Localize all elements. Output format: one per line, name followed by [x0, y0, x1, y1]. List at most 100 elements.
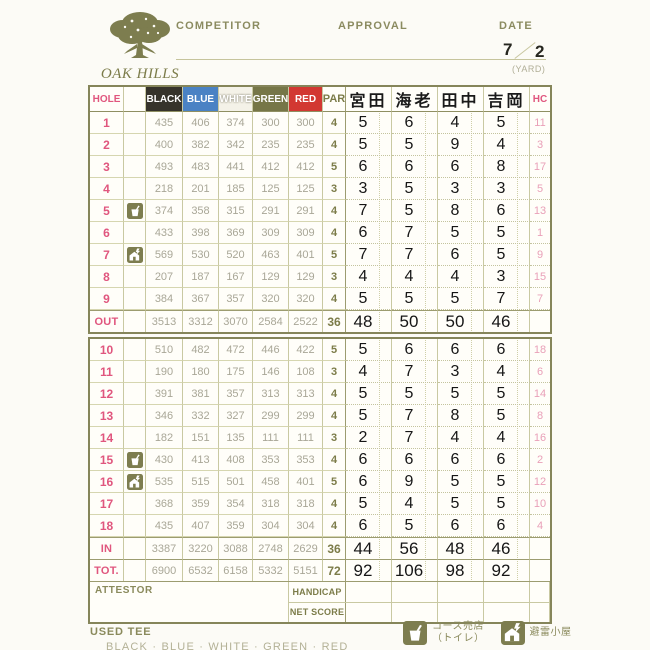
score-value: 7 — [496, 289, 506, 307]
date-day: 2 — [535, 42, 545, 61]
legend-item-shelter: 避雷小屋 — [500, 621, 572, 645]
hole-number: 1 — [90, 112, 124, 134]
score-value: 106 — [394, 560, 424, 580]
score-cell-player3: 4 — [438, 266, 484, 288]
total-label: TOT. — [90, 559, 124, 581]
hole-row-2: 2 400 382 342 235 235 4 5 5 9 4 3 — [90, 134, 550, 156]
net-score-input-cell-player3[interactable] — [438, 602, 484, 622]
signature-line[interactable] — [176, 59, 546, 60]
hole-row-13: 13 346 332 327 299 299 4 5 7 8 5 8 — [90, 405, 550, 427]
yardage-red: 412 — [289, 156, 323, 178]
sub-divider — [517, 179, 518, 198]
yardage-white: 315 — [219, 200, 253, 222]
yardage-green: 2584 — [253, 310, 289, 332]
handicap-stroke-index: 1 — [530, 222, 550, 244]
yardage-blue: 381 — [183, 383, 219, 405]
sub-divider — [471, 312, 472, 331]
score-value: 8 — [450, 201, 460, 219]
hole-row-14: 14 182 151 135 111 111 3 2 7 4 4 16 — [90, 427, 550, 449]
sub-divider — [471, 428, 472, 447]
yardage-green: 446 — [253, 339, 289, 361]
yardage-red: 108 — [289, 361, 323, 383]
net-score-input-cell-player1[interactable] — [346, 602, 392, 622]
tee-header-white: WHITE — [219, 87, 253, 112]
sub-divider — [517, 406, 518, 425]
sub-divider — [425, 135, 426, 154]
hole-row-9: 9 384 367 357 320 320 4 5 5 5 7 7 — [90, 288, 550, 310]
sub-divider — [517, 494, 518, 513]
score-value: 6 — [404, 340, 414, 358]
facility-cell — [124, 361, 146, 383]
yardage-blue: 482 — [183, 339, 219, 361]
score-value: 56 — [399, 538, 419, 558]
hole-number: 10 — [90, 339, 124, 361]
yardage-green: 412 — [253, 156, 289, 178]
facility-cell — [124, 537, 146, 559]
hole-row-6: 6 433 398 369 309 309 4 6 7 5 5 1 — [90, 222, 550, 244]
score-value: 2 — [358, 428, 368, 446]
score-cell-player4: 46 — [484, 310, 530, 332]
score-value: 7 — [404, 223, 414, 241]
yardage-red: 235 — [289, 134, 323, 156]
handicap-stroke-index: 9 — [530, 244, 550, 266]
yardage-white: 342 — [219, 134, 253, 156]
hc-footer-cell — [530, 582, 550, 602]
yardage-blue: 367 — [183, 288, 219, 310]
legend-item-shop: コース売店 （トイレ） — [403, 621, 485, 645]
cup-icon — [124, 449, 146, 471]
handicap-input-cell-player2[interactable] — [392, 582, 438, 602]
yardage-black: 218 — [146, 178, 183, 200]
score-value: 5 — [496, 384, 506, 402]
yardage-red: 320 — [289, 288, 323, 310]
player-name-4: 吉岡 — [484, 87, 530, 112]
hole-number: 15 — [90, 449, 124, 471]
score-value: 5 — [358, 406, 368, 424]
yardage-green: 129 — [253, 266, 289, 288]
score-value: 4 — [404, 494, 414, 512]
score-cell-player2: 4 — [392, 266, 438, 288]
score-cell-player1: 6 — [346, 471, 392, 493]
handicap-input-cell-player3[interactable] — [438, 582, 484, 602]
legend-label-shelter: 避雷小屋 — [529, 627, 572, 638]
total-label: IN — [90, 537, 124, 559]
handicap-stroke-index: 10 — [530, 493, 550, 515]
yardage-black: 6900 — [146, 559, 183, 581]
score-value: 4 — [450, 113, 460, 131]
score-cell-player2: 5 — [392, 200, 438, 222]
score-value: 4 — [496, 135, 506, 153]
total-row-in: IN 3387 3220 3088 2748 2629 36 44 56 48 46 — [90, 537, 550, 559]
yardage-white: 357 — [219, 288, 253, 310]
yardage-green: 111 — [253, 427, 289, 449]
score-cell-player4: 5 — [484, 471, 530, 493]
sub-divider — [471, 450, 472, 469]
score-value: 6 — [450, 450, 460, 468]
yardage-white: 185 — [219, 178, 253, 200]
score-cell-player1: 48 — [346, 310, 392, 332]
facility-cell — [124, 493, 146, 515]
sub-divider — [425, 201, 426, 220]
score-cell-player2: 5 — [392, 515, 438, 537]
sub-divider — [425, 157, 426, 176]
sub-divider — [379, 312, 380, 331]
yardage-black: 346 — [146, 405, 183, 427]
par-value: 4 — [323, 222, 346, 244]
yardage-blue: 406 — [183, 112, 219, 134]
sub-divider — [425, 472, 426, 491]
yardage-red: 309 — [289, 222, 323, 244]
handicap-input-cell-player4[interactable] — [484, 582, 530, 602]
handicap-stroke-index: 12 — [530, 471, 550, 493]
yardage-blue: 515 — [183, 471, 219, 493]
yardage-green: 125 — [253, 178, 289, 200]
score-value: 5 — [496, 406, 506, 424]
hole-row-1: 1 435 406 374 300 300 4 5 6 4 5 11 — [90, 112, 550, 134]
attestor-box[interactable]: ATTESTOR — [90, 582, 289, 622]
handicap-input-cell-player1[interactable] — [346, 582, 392, 602]
score-cell-player3: 50 — [438, 310, 484, 332]
yardage-green: 320 — [253, 288, 289, 310]
net-score-input-cell-player2[interactable] — [392, 602, 438, 622]
facility-cell — [124, 427, 146, 449]
score-cell-player3: 3 — [438, 178, 484, 200]
club-name: OAK HILLS — [100, 66, 180, 82]
net-score-input-cell-player4[interactable] — [484, 602, 530, 622]
score-cell-player1: 5 — [346, 405, 392, 427]
